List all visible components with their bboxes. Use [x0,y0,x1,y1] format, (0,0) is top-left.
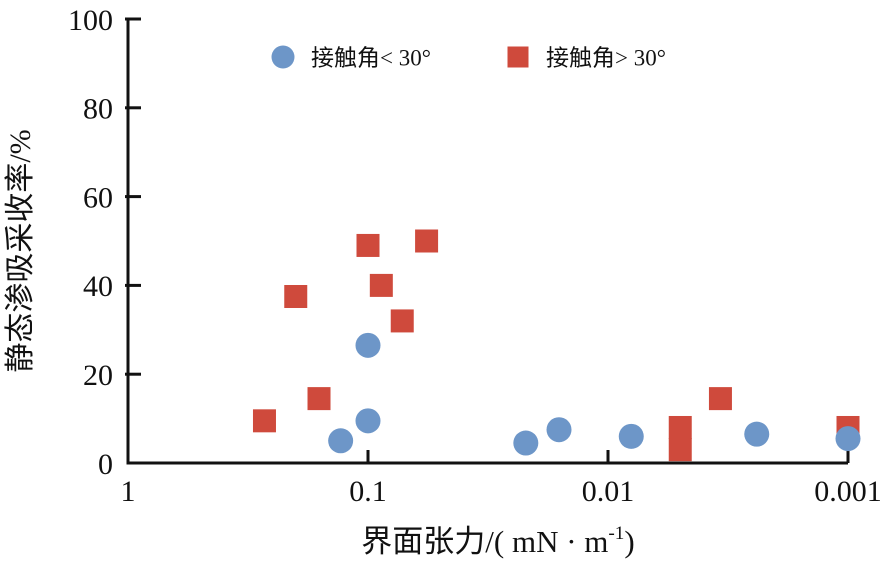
y-tick-label: 40 [83,270,113,303]
y-tick-label: 0 [98,448,113,481]
data-point-square [307,387,331,411]
data-point-square [415,229,439,253]
data-point-square [356,233,380,257]
data-point-circle [355,408,381,434]
data-point-square [252,409,276,433]
x-axis-title: 界面张力/( mN · m-1) [361,523,634,559]
data-point-square [668,415,692,439]
data-point-circle [513,430,539,456]
x-tick-label: 1 [121,475,136,508]
data-point-circle [328,428,354,454]
data-point-circle [835,426,861,452]
data-point-square [668,438,692,462]
y-tick-label: 80 [83,93,113,126]
x-tick-label: 0.01 [582,475,635,508]
data-point-square [284,285,308,308]
legend-label: 接触角< 30° [311,45,431,70]
x-tick-label: 0.001 [814,475,882,508]
y-axis-title: 静态渗吸采收率/% [4,129,37,372]
y-tick-label: 60 [83,181,113,214]
y-tick-label: 100 [68,4,113,37]
legend-label: 接触角> 30° [546,45,666,70]
legend-marker-circle [271,45,295,69]
data-point-square [390,309,414,333]
x-tick-label: 0.1 [349,475,387,508]
legend-marker-square [507,46,529,68]
data-point-circle [618,423,644,449]
y-tick-label: 20 [83,359,113,392]
data-point-square [369,273,393,297]
data-point-circle [744,421,770,447]
data-point-circle [355,332,381,358]
data-point-circle [546,417,572,443]
data-point-square [708,387,732,411]
